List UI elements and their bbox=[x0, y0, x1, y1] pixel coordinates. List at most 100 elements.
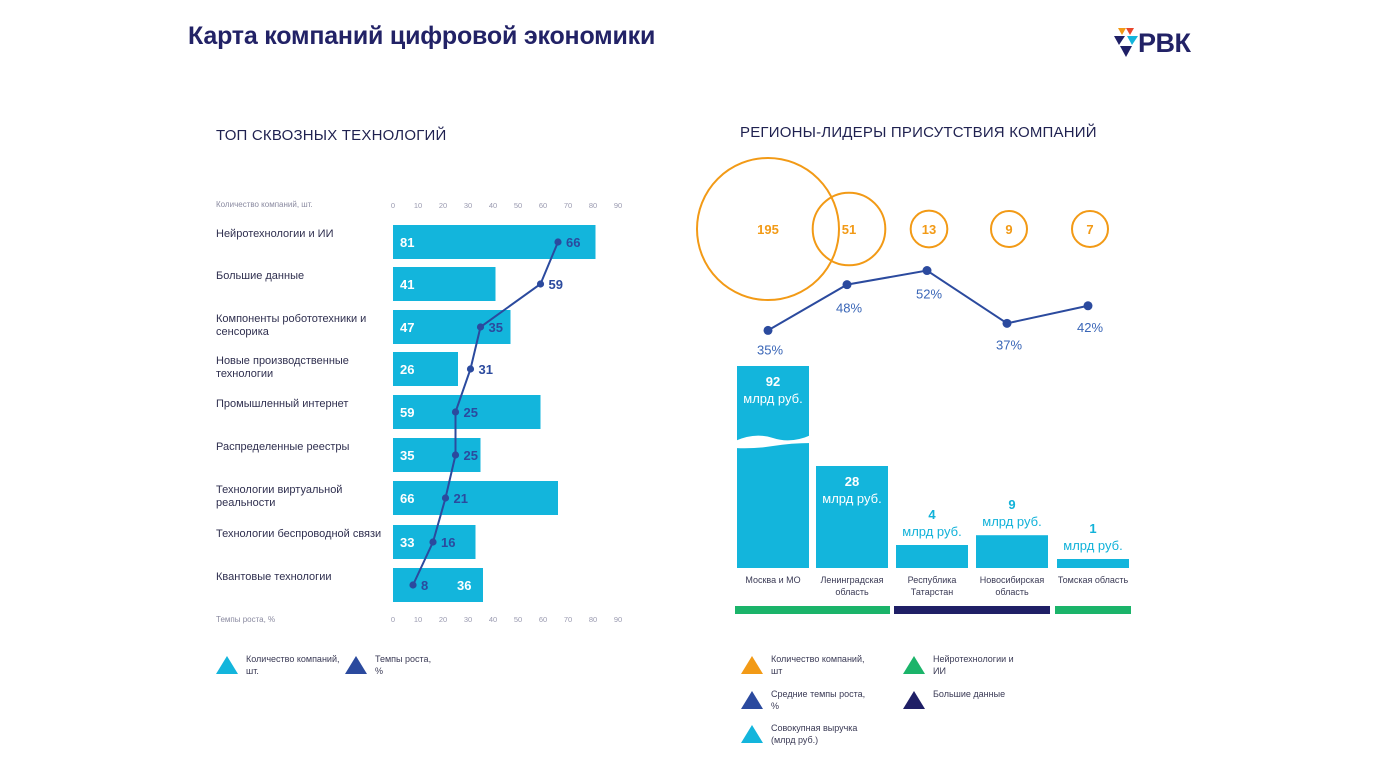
bar-value-7: 33 bbox=[400, 535, 414, 550]
avg-growth-label-4: 42% bbox=[1077, 320, 1103, 335]
legend-avg-growth-triangle bbox=[741, 691, 763, 709]
left-axis-top-label: Количество компаний, шт. bbox=[216, 200, 313, 209]
bubble-value-4: 7 bbox=[1086, 222, 1093, 237]
growth-value-3: 31 bbox=[479, 362, 493, 377]
legend-bigdata: Большие данные bbox=[903, 688, 1029, 709]
avg-growth-label-0: 35% bbox=[757, 342, 783, 357]
avg-growth-point-1 bbox=[842, 280, 852, 290]
revenue-bar-4 bbox=[1057, 559, 1129, 568]
bar-value-3: 26 bbox=[400, 362, 414, 377]
avg-growth-point-0 bbox=[763, 325, 773, 335]
growth-point-1 bbox=[536, 280, 545, 288]
growth-point-2 bbox=[476, 323, 485, 331]
tick-top-20: 20 bbox=[439, 201, 447, 210]
tick-bottom-70: 70 bbox=[564, 615, 572, 624]
growth-value-1: 59 bbox=[549, 277, 563, 292]
bar-value-8: 36 bbox=[457, 578, 471, 593]
growth-point-3 bbox=[466, 365, 475, 373]
legend-revenue-triangle bbox=[741, 725, 763, 743]
tick-bottom-50: 50 bbox=[514, 615, 522, 624]
bubble-4 bbox=[1071, 210, 1109, 248]
growth-value-2: 35 bbox=[489, 320, 503, 335]
tick-bottom-20: 20 bbox=[439, 615, 447, 624]
bar-value-4: 59 bbox=[400, 405, 414, 420]
tick-bottom-90: 90 bbox=[614, 615, 622, 624]
revenue-value-2: 4 bbox=[928, 507, 936, 522]
revenue-value-4: 1 bbox=[1089, 521, 1096, 536]
legend-count: Количество компаний, шт. bbox=[216, 653, 342, 677]
tick-top-90: 90 bbox=[614, 201, 622, 210]
bubble-value-3: 9 bbox=[1005, 222, 1012, 237]
revenue-unit-0: млрд руб. bbox=[743, 391, 802, 406]
left-chart-title: ТОП СКВОЗНЫХ ТЕХНОЛОГИЙ bbox=[216, 127, 447, 144]
bar-3 bbox=[393, 352, 458, 386]
legend-growth-label: Темпы роста, % bbox=[375, 654, 432, 676]
tick-top-50: 50 bbox=[514, 201, 522, 210]
legend-count-triangle bbox=[216, 656, 238, 674]
revenue-unit-3: млрд руб. bbox=[982, 514, 1041, 529]
legend-bigdata-triangle bbox=[903, 691, 925, 709]
tech-label-4: Промышленный интернет bbox=[216, 398, 349, 410]
tick-bottom-10: 10 bbox=[414, 615, 422, 624]
avg-growth-point-2 bbox=[922, 266, 932, 276]
region-name-1: Ленинградская область bbox=[820, 575, 884, 597]
region-name-3: Новосибирская область bbox=[979, 575, 1045, 597]
logo-text: РВК bbox=[1138, 28, 1191, 58]
legend-revenue-label: Совокупная выручка (млрд руб.) bbox=[771, 723, 858, 745]
right-chart-title: РЕГИОНЫ-ЛИДЕРЫ ПРИСУТСТВИЯ КОМПАНИЙ bbox=[740, 124, 1097, 141]
region-name-2: Республика Татарстан bbox=[907, 575, 957, 597]
growth-value-8: 8 bbox=[421, 578, 428, 593]
bubble-2 bbox=[909, 209, 949, 249]
bubble-value-1: 51 bbox=[842, 222, 856, 237]
bar-value-2: 47 bbox=[400, 320, 414, 335]
page-title: Карта компаний цифровой экономики bbox=[188, 22, 656, 50]
rvk-logo-icon bbox=[1114, 28, 1138, 57]
left-axis-bottom-label: Темпы роста, % bbox=[216, 615, 276, 624]
avg-growth-point-4 bbox=[1083, 301, 1093, 311]
group-strip-1 bbox=[894, 606, 1050, 614]
growth-value-4: 25 bbox=[464, 405, 478, 420]
growth-point-4 bbox=[451, 408, 460, 416]
legend-companies-triangle bbox=[741, 656, 763, 674]
bubble-3 bbox=[990, 210, 1028, 248]
revenue-value-0: 92 bbox=[766, 374, 780, 389]
growth-value-5: 25 bbox=[464, 448, 478, 463]
revenue-bar-break bbox=[735, 435, 811, 449]
tick-bottom-0: 0 bbox=[391, 615, 395, 624]
left-chart: 0010102020303040405050606070708080909081… bbox=[391, 201, 622, 624]
tech-label-5: Распределенные реестры bbox=[216, 441, 350, 453]
tick-top-40: 40 bbox=[489, 201, 497, 210]
group-strip-2 bbox=[1055, 606, 1131, 614]
revenue-value-3: 9 bbox=[1008, 497, 1015, 512]
tick-top-0: 0 bbox=[391, 201, 395, 210]
legend-neuro-label: Нейротехнологии и ИИ bbox=[933, 654, 1014, 676]
rvk-logo: РВК bbox=[1113, 26, 1203, 62]
region-name-0: Москва и МО bbox=[745, 575, 801, 585]
bar-value-1: 41 bbox=[400, 277, 414, 292]
revenue-value-1: 28 bbox=[845, 474, 859, 489]
bubble-0 bbox=[696, 157, 840, 301]
bar-value-5: 35 bbox=[400, 448, 414, 463]
bar-2 bbox=[393, 310, 511, 344]
tech-label-2: Компоненты робототехники и сенсорика bbox=[216, 313, 367, 338]
tick-bottom-40: 40 bbox=[489, 615, 497, 624]
growth-point-0 bbox=[554, 238, 562, 246]
bar-6 bbox=[393, 481, 558, 515]
tick-bottom-60: 60 bbox=[539, 615, 547, 624]
revenue-bar-3 bbox=[976, 535, 1048, 568]
tick-top-30: 30 bbox=[464, 201, 472, 210]
growth-point-5 bbox=[451, 451, 460, 459]
tech-label-3: Новые производственные технологии bbox=[216, 355, 349, 380]
tech-label-7: Технологии беспроводной связи bbox=[216, 528, 382, 540]
bar-4 bbox=[393, 395, 541, 429]
tech-label-6: Технологии виртуальной реальности bbox=[216, 484, 343, 509]
revenue-unit-2: млрд руб. bbox=[902, 524, 961, 539]
bar-value-0: 81 bbox=[400, 235, 414, 250]
bubble-value-2: 13 bbox=[922, 222, 936, 237]
tech-label-1: Большие данные bbox=[216, 270, 305, 282]
legend-neuro-triangle bbox=[903, 656, 925, 674]
legend-companies-label: Количество компаний, шт bbox=[771, 654, 865, 676]
legend-growth: Темпы роста, % bbox=[345, 653, 435, 677]
bubble-value-0: 195 bbox=[757, 222, 779, 237]
legend-avg-growth-label: Средние темпы роста, % bbox=[771, 689, 866, 711]
